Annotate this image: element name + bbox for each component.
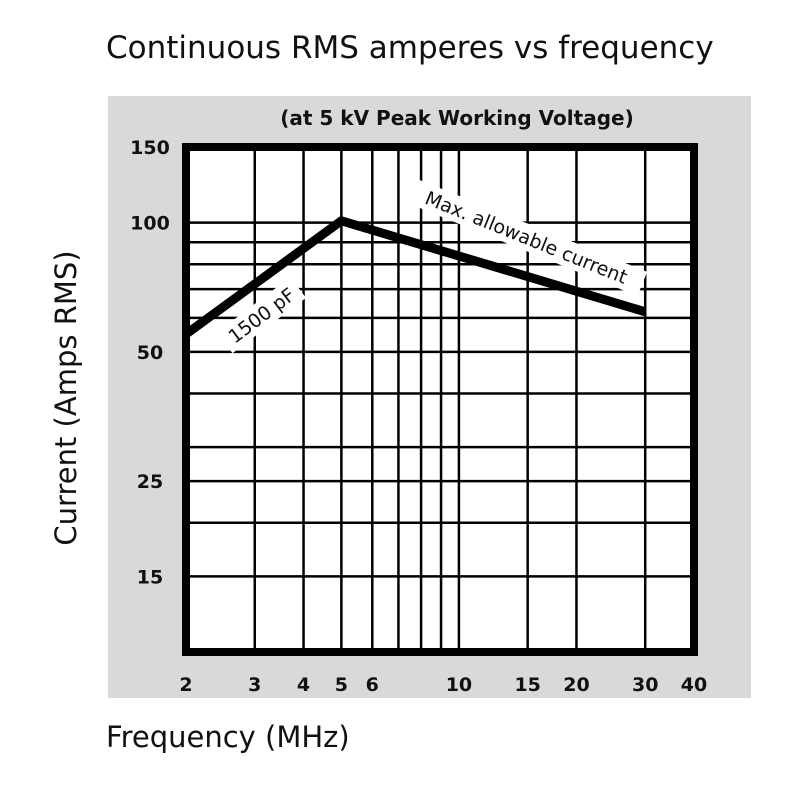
chart-title: Continuous RMS amperes vs frequency [106, 30, 714, 66]
y-tick-label: 50 [137, 342, 163, 364]
x-tick-label: 4 [297, 674, 310, 696]
y-tick-label: 25 [137, 471, 163, 493]
x-tick-label: 20 [563, 674, 589, 696]
y-tick-label: 100 [130, 213, 170, 235]
series-line-0 [183, 215, 647, 338]
x-tick-label: 10 [446, 674, 472, 696]
x-tick-label: 2 [179, 674, 192, 696]
y-tick-labels: 15 25 50 100 150 [130, 137, 170, 588]
x-tick-label: 5 [335, 674, 348, 696]
x-tick-label: 15 [514, 674, 540, 696]
annotation-1500pf-bg [216, 277, 306, 354]
series-layer [183, 215, 647, 338]
y-tick-label: 150 [130, 137, 170, 159]
x-tick-labels: 2 3 4 5 6 10 15 20 30 40 [179, 674, 707, 696]
x-tick-label: 6 [366, 674, 379, 696]
x-axis-label: Frequency (MHz) [106, 720, 350, 754]
y-tick-label: 15 [137, 566, 163, 588]
annotation-max-current-bg [405, 178, 648, 296]
chart-subtitle: (at 5 kV Peak Working Voltage) [280, 106, 633, 130]
y-axis-label: Current (Amps RMS) [49, 250, 83, 546]
x-tick-label: 3 [248, 674, 261, 696]
x-tick-label: 40 [681, 674, 707, 696]
x-tick-label: 30 [632, 674, 658, 696]
plot-frame [182, 143, 698, 656]
grid [184, 147, 694, 652]
